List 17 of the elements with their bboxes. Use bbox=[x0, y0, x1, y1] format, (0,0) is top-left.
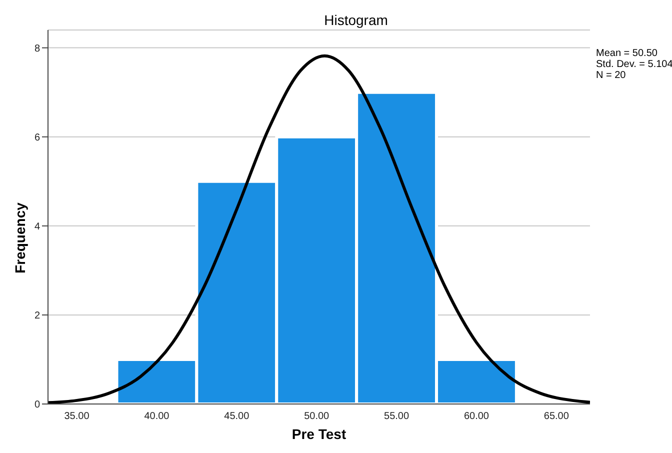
y-tick-label: 2 bbox=[34, 310, 40, 322]
x-tick-label: 65.00 bbox=[544, 411, 570, 422]
x-tick-label: 60.00 bbox=[464, 411, 490, 422]
y-tick-label: 6 bbox=[34, 132, 40, 144]
y-axis-title: Frequency bbox=[12, 202, 28, 274]
y-tick-label: 0 bbox=[34, 400, 40, 411]
x-tick-label: 40.00 bbox=[144, 411, 170, 422]
x-tick-label: 35.00 bbox=[64, 411, 90, 422]
y-tick-label: 8 bbox=[34, 43, 40, 54]
x-tick-label: 45.00 bbox=[224, 411, 250, 422]
y-tick-label: 4 bbox=[34, 221, 40, 232]
text: Mean = 50.50 bbox=[596, 48, 658, 59]
x-tick-label: 50.00 bbox=[304, 411, 330, 422]
x-axis-title: Pre Test bbox=[290, 426, 348, 442]
x-tick-label: 55.00 bbox=[384, 411, 410, 422]
text: N = 20 bbox=[596, 70, 627, 81]
chart-title: Histogram bbox=[323, 12, 389, 28]
